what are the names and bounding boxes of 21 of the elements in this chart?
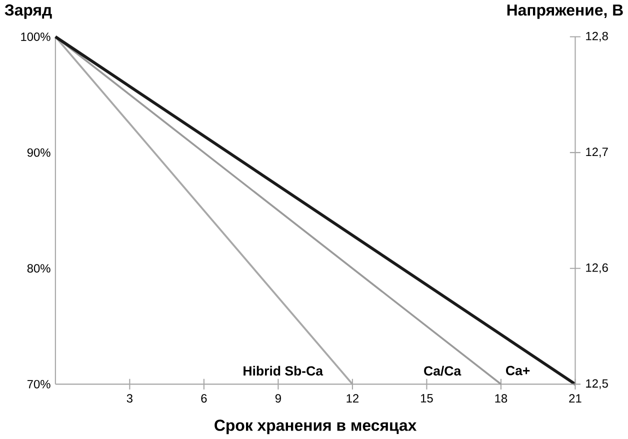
- x-tick-label: 9: [275, 394, 281, 403]
- y2-tick-label: 12,6: [586, 264, 608, 274]
- y-tick-label: 90%: [27, 148, 50, 158]
- y2-tick-label: 12,8: [586, 32, 608, 42]
- x-axis-title: Срок хранения в месяцах: [214, 420, 417, 434]
- y-tick-label: 100%: [21, 32, 50, 42]
- x-tick-label: 3: [126, 394, 132, 403]
- y-tick-label: 80%: [27, 264, 50, 273]
- y2-tick-label: 12,7: [586, 148, 608, 158]
- x-tick-label: 15: [420, 394, 433, 403]
- y2-tick-label: 12,5: [586, 379, 608, 390]
- series-label: Ca/Ca: [424, 366, 462, 376]
- y-tick-label: 70%: [27, 380, 50, 389]
- x-tick-label: 21: [569, 394, 582, 403]
- x-tick-label: 12: [346, 394, 358, 403]
- y2-axis-title: Напряжение, В: [507, 4, 623, 20]
- x-tick-label: 18: [495, 394, 508, 403]
- series-label: Ca+: [506, 366, 530, 376]
- y-axis-title: Заряд: [4, 4, 52, 20]
- series-label: Hibrid Sb-Ca: [244, 366, 324, 376]
- x-tick-label: 6: [201, 394, 207, 403]
